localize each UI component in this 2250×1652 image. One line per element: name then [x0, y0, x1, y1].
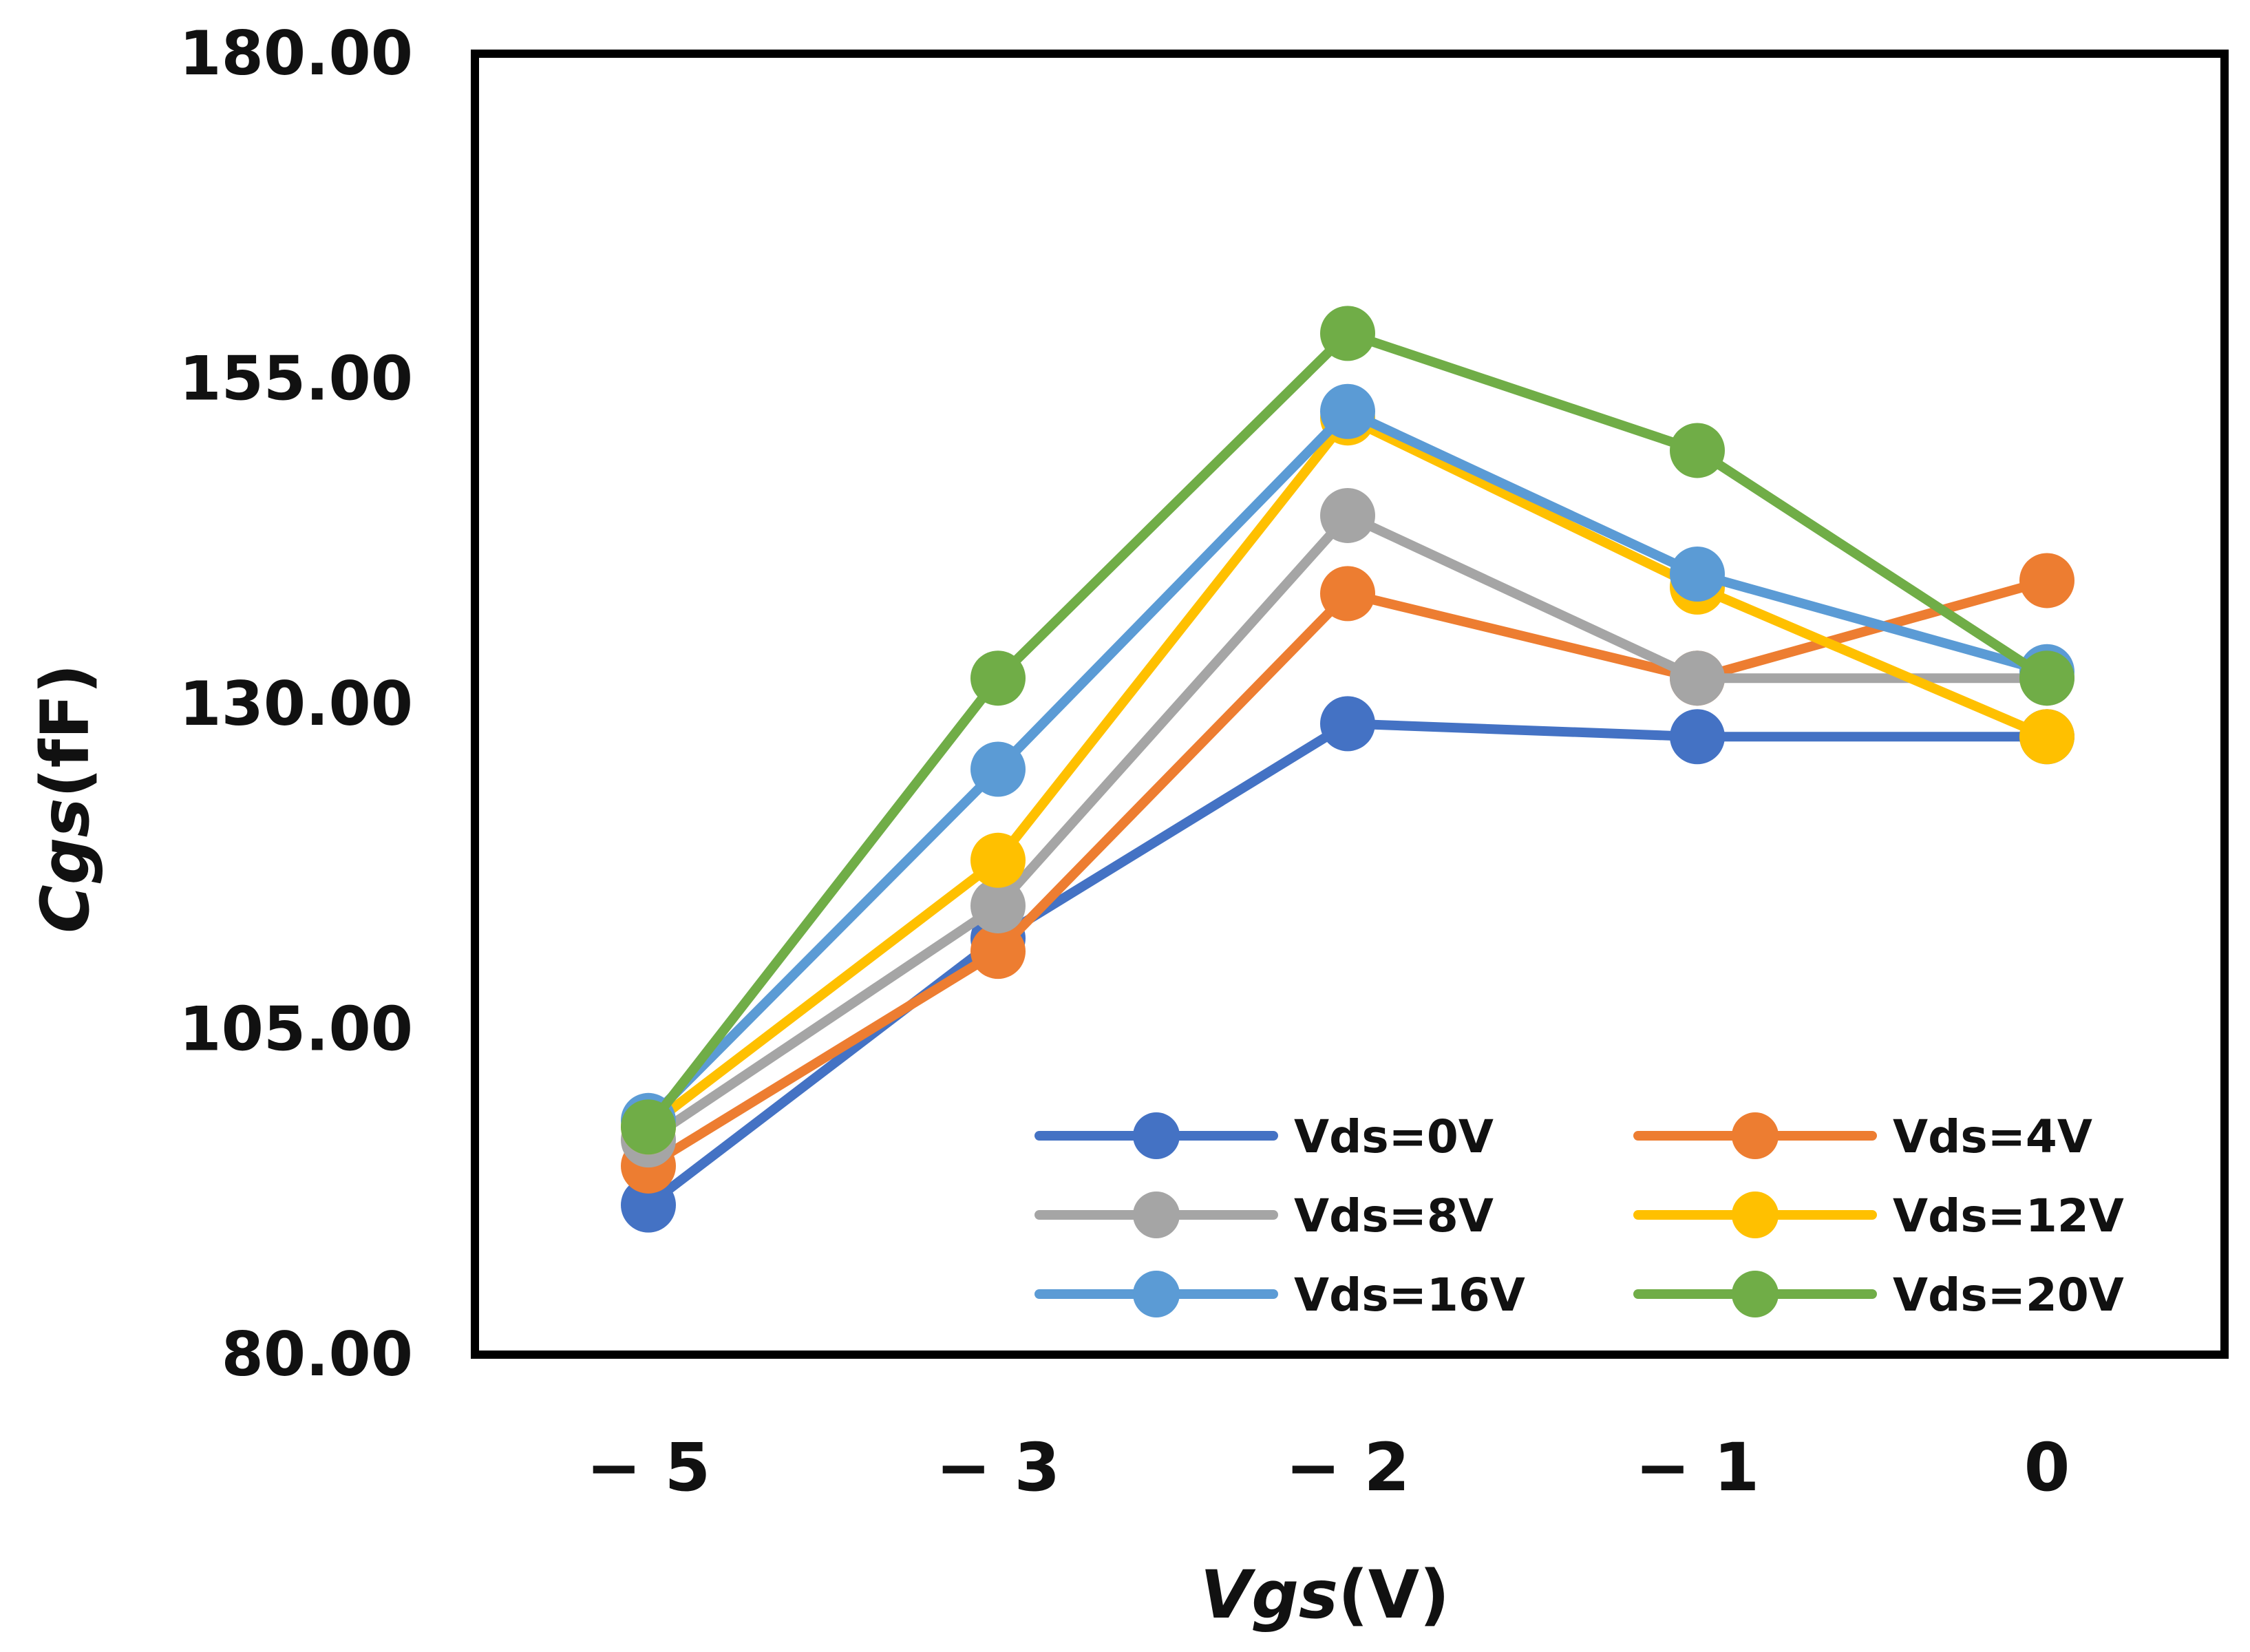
data-point	[1670, 650, 1725, 706]
legend-label: Vds=4V	[1893, 1110, 2092, 1163]
legend-label: Vds=16V	[1294, 1269, 1525, 1322]
series-vds-20v	[621, 306, 2074, 1155]
series-vds-4v	[621, 553, 2074, 1194]
y-tick-label: 130.00	[179, 668, 413, 739]
y-tick-label: 180.00	[179, 18, 413, 89]
legend-swatch-marker	[1732, 1271, 1779, 1317]
data-point	[1320, 566, 1375, 622]
data-point	[1670, 547, 1725, 602]
x-axis-title: Vgs(V)	[1200, 1556, 1450, 1633]
y-tick-label: 155.00	[179, 343, 413, 414]
legend-label: Vds=20V	[1893, 1269, 2124, 1322]
legend-swatch-marker	[1133, 1271, 1180, 1317]
data-point	[1320, 306, 1375, 361]
x-tick-label: − 5	[586, 1429, 711, 1506]
data-point	[2019, 553, 2074, 608]
legend-item: Vds=20V	[1633, 1269, 2124, 1322]
data-point	[1670, 423, 1725, 478]
legend-item: Vds=4V	[1633, 1110, 2092, 1163]
data-point	[2019, 709, 2074, 765]
legend-label: Vds=0V	[1294, 1110, 1494, 1163]
data-point	[1320, 383, 1375, 439]
x-tick-label: − 2	[1286, 1429, 1410, 1506]
legend-label: Vds=12V	[1893, 1189, 2124, 1242]
x-tick-label: − 1	[1635, 1429, 1760, 1506]
legend-swatch-marker	[1133, 1192, 1180, 1238]
y-tick-label: 80.00	[222, 1319, 413, 1390]
series-line	[644, 575, 2052, 1171]
series-layer	[621, 306, 2074, 1233]
legend-item: Vds=0V	[1034, 1110, 1494, 1163]
legend-item: Vds=8V	[1034, 1189, 1494, 1242]
x-axis-title-var: Vgs	[1200, 1556, 1338, 1633]
data-point	[621, 1099, 676, 1155]
y-axis-title-var: Cgs	[27, 798, 104, 933]
data-point	[621, 1177, 676, 1233]
legend-swatch-marker	[1133, 1112, 1180, 1159]
y-axis-title: Cgs(fF)	[27, 664, 104, 933]
legend: Vds=0V Vds=4V Vds=8V Vds=12V Vds=16V Vds=20V	[1034, 1110, 2124, 1322]
x-axis-title-unit: (V)	[1338, 1556, 1450, 1633]
legend-label: Vds=8V	[1294, 1189, 1494, 1242]
y-axis-ticks: 180.00 155.00 130.00 105.00 80.00	[179, 18, 413, 1390]
legend-swatch-marker	[1732, 1112, 1779, 1159]
y-axis-title-unit: (fF)	[27, 664, 104, 798]
data-point	[1320, 487, 1375, 543]
x-tick-label: 0	[2024, 1429, 2070, 1506]
data-point	[1670, 709, 1725, 765]
x-tick-label: − 3	[936, 1429, 1061, 1506]
data-point	[2019, 650, 2074, 706]
data-point	[970, 650, 1026, 706]
y-tick-label: 105.00	[179, 994, 413, 1065]
data-point	[1320, 696, 1375, 752]
legend-item: Vds=16V	[1034, 1269, 1525, 1322]
plot-frame	[471, 50, 2229, 1359]
data-point	[970, 832, 1026, 888]
x-axis-ticks: − 5 − 3 − 2 − 1 0	[586, 1429, 2070, 1506]
data-point	[970, 741, 1026, 797]
data-point	[970, 924, 1026, 979]
legend-item: Vds=12V	[1633, 1189, 2124, 1242]
legend-swatch-marker	[1732, 1192, 1779, 1238]
data-point	[970, 878, 1026, 933]
